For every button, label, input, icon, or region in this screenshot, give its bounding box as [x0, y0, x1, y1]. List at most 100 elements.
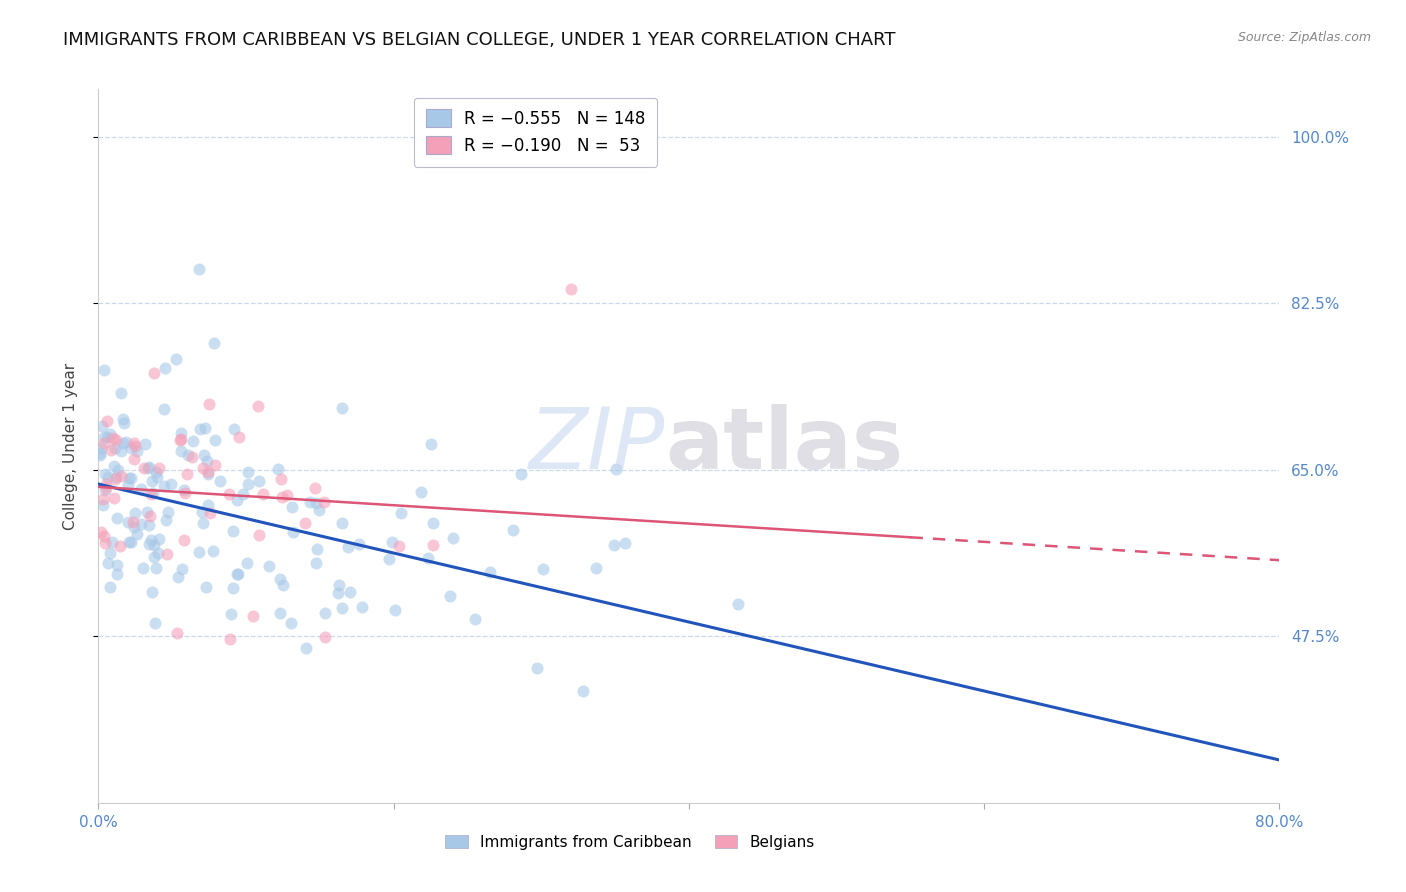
Point: [136, 461, 159, 475]
Point: [190, 505, 212, 519]
Point: [326, 586, 349, 600]
Point: [336, 540, 359, 554]
Point: [103, 431, 125, 445]
Point: [142, 486, 165, 500]
Point: [167, 570, 190, 584]
Point: [107, 463, 129, 477]
Point: [129, 516, 152, 531]
Point: [247, 527, 270, 541]
Point: [378, 552, 401, 566]
Point: [170, 562, 193, 576]
Point: [384, 602, 406, 616]
Point: [201, 544, 224, 558]
Point: [94, 482, 117, 496]
Point: [134, 461, 156, 475]
Point: [138, 518, 160, 533]
Point: [131, 561, 153, 575]
Point: [204, 458, 226, 473]
Point: [330, 600, 353, 615]
Point: [141, 533, 163, 548]
Point: [280, 615, 302, 630]
Point: [101, 535, 124, 549]
Point: [314, 630, 336, 644]
Point: [222, 581, 245, 595]
Point: [304, 481, 326, 495]
Point: [510, 467, 533, 481]
Point: [247, 399, 270, 413]
Point: [155, 513, 177, 527]
Point: [104, 441, 127, 455]
Point: [727, 597, 749, 611]
Point: [614, 536, 637, 550]
Point: [409, 485, 432, 500]
Point: [112, 436, 135, 450]
Point: [502, 523, 524, 537]
Y-axis label: College, Under 1 year: College, Under 1 year: [63, 362, 77, 530]
Point: [197, 499, 219, 513]
Point: [181, 434, 204, 448]
Point: [270, 472, 292, 486]
Point: [347, 537, 370, 551]
Point: [124, 507, 146, 521]
Point: [93, 430, 115, 444]
Point: [142, 550, 165, 565]
Point: [188, 422, 211, 436]
Point: [276, 487, 298, 501]
Point: [389, 506, 412, 520]
Point: [143, 615, 166, 630]
Point: [138, 459, 160, 474]
Point: [585, 561, 607, 575]
Point: [193, 516, 215, 531]
Point: [148, 532, 170, 546]
Point: [330, 516, 353, 530]
Point: [94, 536, 117, 550]
Point: [120, 535, 142, 549]
Point: [91, 491, 114, 506]
Point: [118, 471, 141, 485]
Point: [280, 500, 302, 514]
Point: [91, 419, 114, 434]
Point: [526, 661, 548, 675]
Point: [305, 556, 328, 570]
Point: [298, 494, 321, 508]
Point: [93, 529, 115, 543]
Point: [129, 482, 152, 496]
Point: [89, 446, 111, 460]
Point: [422, 516, 444, 530]
Point: [98, 426, 121, 441]
Point: [165, 352, 187, 367]
Point: [181, 450, 204, 464]
Point: [98, 546, 121, 560]
Point: [236, 465, 259, 479]
Point: [94, 476, 117, 491]
Point: [96, 430, 118, 444]
Point: [152, 402, 174, 417]
Point: [238, 477, 260, 491]
Point: [269, 606, 291, 620]
Point: [441, 531, 464, 545]
Point: [439, 589, 461, 603]
Point: [202, 335, 225, 350]
Point: [195, 453, 218, 467]
Point: [141, 474, 163, 488]
Point: [141, 585, 163, 599]
Point: [479, 565, 502, 579]
Point: [110, 386, 132, 401]
Point: [222, 524, 245, 538]
Point: [138, 537, 160, 551]
Point: [105, 566, 128, 581]
Point: [174, 485, 197, 500]
Point: [226, 566, 249, 581]
Point: [416, 551, 439, 566]
Point: [464, 612, 486, 626]
Point: [136, 505, 159, 519]
Point: [103, 491, 125, 505]
Point: [198, 506, 221, 520]
Point: [145, 466, 167, 480]
Point: [105, 433, 128, 447]
Legend: Immigrants from Caribbean, Belgians: Immigrants from Caribbean, Belgians: [439, 829, 821, 855]
Point: [328, 578, 350, 592]
Point: [169, 443, 191, 458]
Point: [100, 442, 122, 457]
Point: [242, 609, 264, 624]
